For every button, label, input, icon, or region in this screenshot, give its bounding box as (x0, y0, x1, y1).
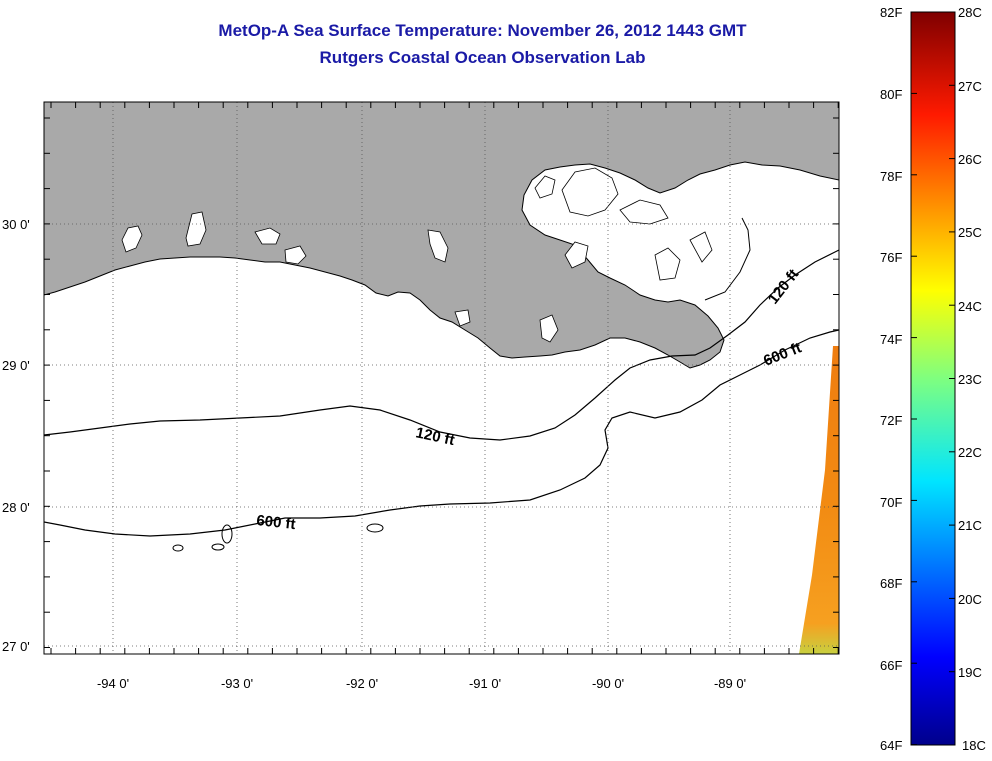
colorbar-label-21c: 21C (958, 518, 982, 533)
colorbar-label-23c: 23C (958, 372, 982, 387)
colorbar-label-72f: 72F (880, 413, 902, 428)
contour-loop (172, 544, 184, 552)
colorbar-label-27c: 27C (958, 79, 982, 94)
colorbar-label-28c: 28C (958, 5, 982, 20)
contour-loop (221, 524, 233, 544)
contour-loop (211, 543, 225, 551)
colorbar-label-22c: 22C (958, 445, 982, 460)
contour-loop (366, 523, 384, 533)
colorbar-label-24c: 24C (958, 299, 982, 314)
colorbar-ticks (911, 11, 955, 746)
lake-barataria (539, 314, 559, 343)
contour-label-600ft: 600 ft (256, 512, 297, 533)
lake-maurepas (534, 175, 556, 199)
colorbar-label-80f: 80F (880, 87, 902, 102)
chart-subtitle: Rutgers Coastal Ocean Observation Lab (319, 48, 646, 67)
lake-chandeleur (689, 231, 713, 263)
lake-pontchartrain (561, 167, 619, 217)
lake-breton (654, 247, 681, 281)
colorbar-label-78f: 78F (880, 169, 902, 184)
lon-label-91: -91 0' (469, 676, 501, 691)
lat-label-28: 28 0' (2, 500, 30, 515)
contour-120ft (44, 249, 839, 441)
colorbar-label-18c: 18C (962, 738, 986, 753)
colorbar-label-26c: 26C (958, 152, 982, 167)
colorbar-label-76f: 76F (880, 250, 902, 265)
colorbar-label-68f: 68F (880, 576, 902, 591)
colorbar-label-82f: 82F (880, 5, 902, 20)
lake-sabine (185, 211, 207, 247)
coastline-east (704, 217, 751, 301)
lake-atchafalaya (427, 229, 449, 263)
colorbar-label-66f: 66F (880, 658, 902, 673)
lake-white (254, 227, 281, 245)
lake-borgne (619, 199, 669, 225)
lon-label-90: -90 0' (592, 676, 624, 691)
lake-grand (284, 245, 307, 265)
map-frame (43, 101, 840, 655)
colorbar-label-64f: 64F (880, 738, 902, 753)
lake-terrebonne (454, 309, 471, 327)
contour-600ft (44, 329, 839, 537)
lat-label-29: 29 0' (2, 358, 30, 373)
colorbar-label-25c: 25C (958, 225, 982, 240)
axis-ticks (44, 102, 839, 654)
lon-label-94: -94 0' (97, 676, 129, 691)
gridlines (44, 102, 839, 654)
lon-label-89: -89 0' (714, 676, 746, 691)
lat-label-30: 30 0' (2, 217, 30, 232)
sst-swath (799, 346, 839, 654)
colorbar-label-74f: 74F (880, 332, 902, 347)
lon-label-92: -92 0' (346, 676, 378, 691)
lat-label-27: 27 0' (2, 639, 30, 654)
lon-label-93: -93 0' (221, 676, 253, 691)
lake-salvador (564, 241, 589, 269)
lake-calcasieu (121, 225, 143, 253)
colorbar (910, 11, 956, 746)
colorbar-label-20c: 20C (958, 592, 982, 607)
colorbar-label-70f: 70F (880, 495, 902, 510)
chart-title: MetOp-A Sea Surface Temperature: Novembe… (218, 21, 747, 40)
colorbar-label-19c: 19C (958, 665, 982, 680)
